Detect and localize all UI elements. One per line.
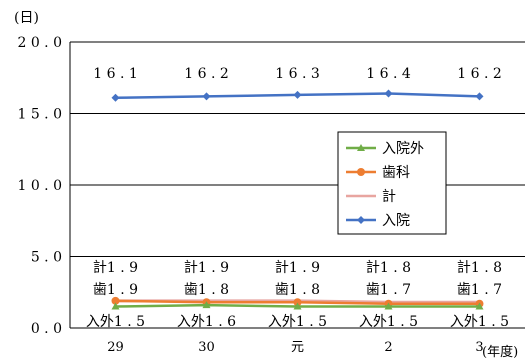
y-tick-label: 0 . 0 xyxy=(31,321,62,337)
data-label: 計1 . 8 xyxy=(457,260,502,276)
legend-label: 入院外 xyxy=(382,141,424,157)
y-tick-label: 1 0 . 0 xyxy=(17,178,62,194)
series-group xyxy=(111,89,484,310)
data-point xyxy=(111,296,120,305)
data-point xyxy=(475,302,484,310)
data-label: 計1 . 9 xyxy=(275,260,320,276)
series-0 xyxy=(111,89,484,102)
y-tick-labels: 0 . 0 5 . 0 1 0 . 0 1 5 . 0 2 0 . 0 xyxy=(17,35,62,337)
data-label: 1 6 . 4 xyxy=(366,66,411,82)
legend-marker xyxy=(357,168,365,176)
y-tick-label: 1 5 . 0 xyxy=(17,107,62,123)
data-labels-group: 1 6 . 1 1 6 . 2 1 6 . 3 1 6 . 4 1 6 . 2 計1 . … xyxy=(86,66,509,330)
y-tick-label: 2 0 . 0 xyxy=(17,35,62,51)
data-point xyxy=(293,302,302,310)
grid-lines xyxy=(69,41,525,329)
x-tick-label: 29 xyxy=(107,340,124,355)
x-tick-label: 元 xyxy=(291,340,304,355)
series-3 xyxy=(111,301,484,310)
data-label: 1 6 . 3 xyxy=(275,66,320,82)
data-label: 入外1 . 5 xyxy=(450,314,509,330)
data-point xyxy=(202,92,211,101)
legend-marker xyxy=(357,216,365,224)
x-axis-label: (年度) xyxy=(482,344,518,358)
data-point xyxy=(384,89,393,98)
data-label: 歯1 . 7 xyxy=(457,282,502,298)
data-label: 歯1 . 7 xyxy=(366,282,411,298)
data-point xyxy=(111,302,120,310)
legend-label: 歯科 xyxy=(382,165,410,181)
x-tick-label: 3 xyxy=(475,340,483,355)
data-label: 入外1 . 5 xyxy=(86,314,145,330)
data-label: 歯1 . 8 xyxy=(184,282,229,298)
data-point xyxy=(202,301,211,309)
x-tick-label: 30 xyxy=(198,340,215,355)
data-label: 1 6 . 2 xyxy=(184,66,229,82)
data-label: 計1 . 9 xyxy=(184,260,229,276)
data-label: 歯1 . 9 xyxy=(93,282,138,298)
data-point xyxy=(384,302,393,310)
data-point xyxy=(293,298,302,307)
data-label: 入外1 . 5 xyxy=(268,314,327,330)
data-label: 1 6 . 2 xyxy=(457,66,502,82)
data-point xyxy=(111,93,120,102)
x-tick-labels: 29 30 元 2 3 xyxy=(107,340,483,355)
data-label: 1 6 . 1 xyxy=(93,66,138,82)
data-point xyxy=(293,90,302,99)
legend-label: 計 xyxy=(382,189,396,205)
y-tick-label: 5 . 0 xyxy=(31,250,62,266)
y-axis-label: (日) xyxy=(14,10,39,26)
legend-marker xyxy=(357,144,365,151)
data-label: 計1 . 9 xyxy=(93,260,138,276)
x-tick-label: 2 xyxy=(384,340,392,355)
data-label: 入外1 . 6 xyxy=(177,314,236,330)
data-label: 計1 . 8 xyxy=(366,260,411,276)
data-label: 入外1 . 5 xyxy=(359,314,418,330)
data-label: 歯1 . 8 xyxy=(275,282,320,298)
data-point xyxy=(475,92,484,101)
legend-label: 入院 xyxy=(382,213,410,229)
